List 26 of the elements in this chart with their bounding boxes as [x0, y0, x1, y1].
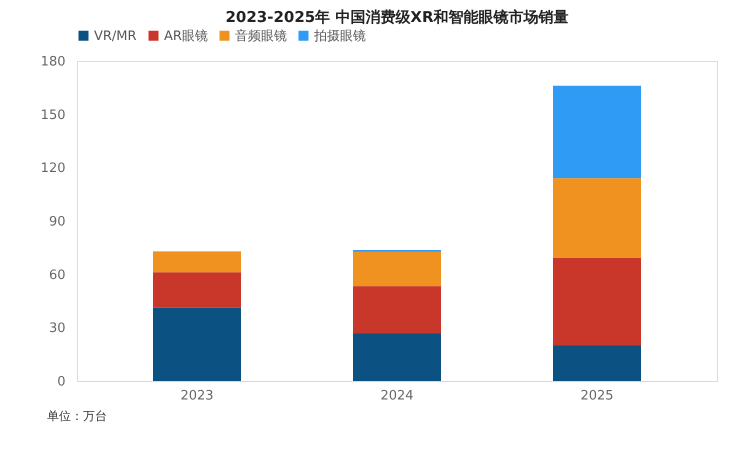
y-tick-label: 180	[40, 54, 66, 70]
bar	[153, 272, 241, 308]
bar	[153, 251, 241, 272]
bar	[553, 258, 641, 346]
bar	[553, 178, 641, 258]
text: 单位：万台	[47, 409, 107, 423]
x-tick-label: 2024	[380, 388, 414, 404]
bar	[553, 345, 641, 381]
bar	[353, 286, 441, 334]
bar	[353, 252, 441, 286]
bar	[153, 308, 241, 381]
x-tick-label: 2023	[180, 388, 214, 404]
legend-label: 拍摄眼镜	[313, 28, 366, 44]
y-tick-label: 0	[57, 374, 66, 390]
legend-label: AR眼镜	[164, 28, 208, 44]
bar	[553, 86, 641, 178]
bar	[353, 334, 441, 381]
y-tick-label: 30	[48, 321, 66, 336]
y-tick-label: 90	[48, 214, 66, 230]
y-tick-label: 120	[40, 161, 66, 176]
legend-label: VR/MR	[94, 28, 137, 44]
chart-title: 2023-2025年 中国消费级XR和智能眼镜市场销量	[225, 8, 569, 26]
y-tick-label: 60	[48, 268, 66, 283]
x-tick-label: 2025	[580, 388, 614, 404]
y-tick-label: 150	[40, 108, 66, 123]
legend-label: 音频眼镜	[235, 28, 287, 44]
